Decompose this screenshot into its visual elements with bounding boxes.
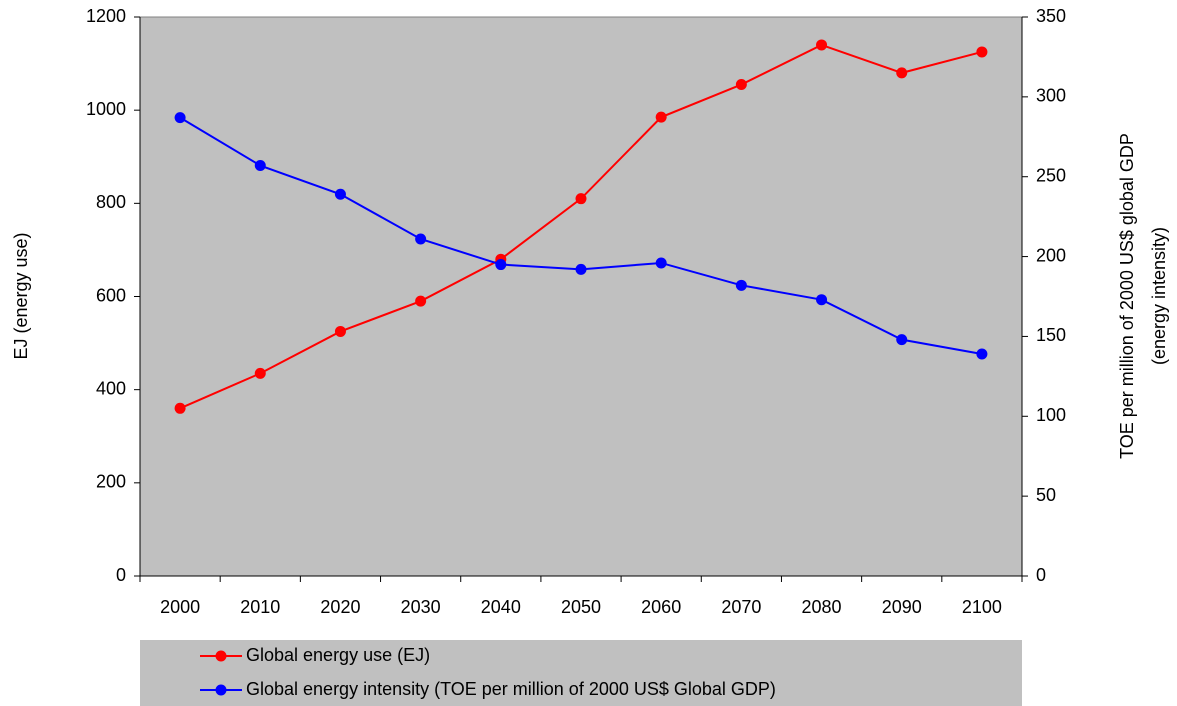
data-point <box>896 334 908 346</box>
y2-axis-label: TOE per million of 2000 US$ global GDP <box>1117 133 1137 459</box>
y2-tick-label: 150 <box>1036 325 1066 345</box>
data-point <box>254 160 266 172</box>
data-point <box>896 67 908 79</box>
y-tick-label: 1000 <box>86 99 126 119</box>
y-tick-label: 600 <box>96 285 126 305</box>
legend-label: Global energy use (EJ) <box>246 645 430 665</box>
x-tick-label: 2000 <box>160 597 200 617</box>
data-point <box>735 79 747 91</box>
data-point <box>816 39 828 51</box>
y2-tick-label: 350 <box>1036 6 1066 26</box>
y2-tick-label: 0 <box>1036 565 1046 585</box>
x-tick-label: 2080 <box>802 597 842 617</box>
data-point <box>575 263 587 275</box>
legend-label: Global energy intensity (TOE per million… <box>246 679 776 699</box>
x-tick-label: 2020 <box>320 597 360 617</box>
y-tick-label: 200 <box>96 472 126 492</box>
x-tick-label: 2100 <box>962 597 1002 617</box>
data-point <box>334 188 346 200</box>
x-tick-label: 2090 <box>882 597 922 617</box>
legend-marker <box>215 650 227 662</box>
data-point <box>254 367 266 379</box>
y-axis-label: EJ (energy use) <box>11 232 31 359</box>
y2-tick-label: 300 <box>1036 86 1066 106</box>
data-point <box>735 279 747 291</box>
plot-area <box>139 16 1023 577</box>
y-tick-label: 800 <box>96 192 126 212</box>
data-point <box>174 112 186 124</box>
data-point <box>655 257 667 269</box>
data-point <box>415 233 427 245</box>
data-point <box>816 294 828 306</box>
data-point <box>174 402 186 414</box>
data-point <box>415 295 427 307</box>
y-tick-label: 1200 <box>86 6 126 26</box>
data-point <box>976 348 988 360</box>
y-tick-label: 0 <box>116 565 126 585</box>
data-point <box>575 193 587 205</box>
y2-tick-label: 250 <box>1036 165 1066 185</box>
x-tick-label: 2070 <box>721 597 761 617</box>
y2-tick-label: 50 <box>1036 485 1056 505</box>
data-point <box>976 46 988 58</box>
y2-axis-label: (energy intensity) <box>1149 227 1169 365</box>
x-tick-label: 2060 <box>641 597 681 617</box>
y2-tick-label: 100 <box>1036 405 1066 425</box>
y-tick-label: 400 <box>96 378 126 398</box>
x-tick-label: 2030 <box>401 597 441 617</box>
data-point <box>495 259 507 271</box>
x-tick-label: 2050 <box>561 597 601 617</box>
data-point <box>655 111 667 123</box>
legend-marker <box>215 684 227 696</box>
legend <box>140 640 1022 706</box>
y2-tick-label: 200 <box>1036 245 1066 265</box>
x-tick-label: 2010 <box>240 597 280 617</box>
x-tick-label: 2040 <box>481 597 521 617</box>
data-point <box>334 325 346 337</box>
